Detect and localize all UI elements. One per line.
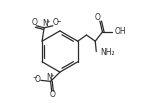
Text: O: O [53,18,59,27]
Text: OH: OH [115,27,126,36]
Text: +: + [45,19,50,24]
Text: O: O [95,13,101,22]
Text: −: − [56,19,61,23]
Text: +: + [49,73,54,78]
Text: O: O [50,90,55,99]
Text: NH₂: NH₂ [100,48,115,57]
Text: N: N [46,73,52,82]
Text: −: − [33,75,38,80]
Text: O: O [35,75,40,84]
Text: N: N [42,19,48,28]
Text: O: O [31,18,37,27]
